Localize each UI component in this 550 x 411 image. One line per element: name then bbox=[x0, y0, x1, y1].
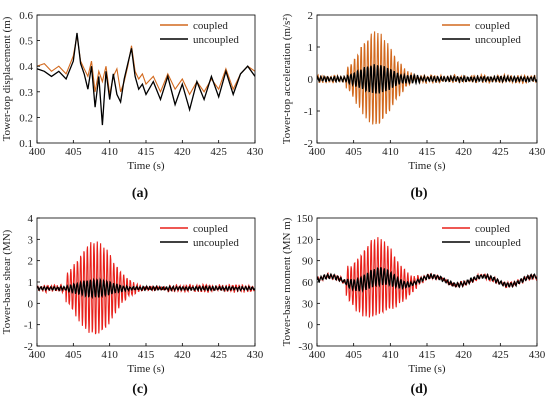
x-tick-label: 425 bbox=[492, 146, 509, 158]
series-line-uncoupled bbox=[317, 266, 537, 293]
x-tick-label: 415 bbox=[419, 146, 436, 158]
x-tick-label: 430 bbox=[247, 146, 264, 158]
x-tick-label: 410 bbox=[382, 349, 399, 361]
series-line-uncoupled bbox=[317, 64, 537, 94]
y-tick-label: 2 bbox=[308, 10, 314, 22]
y-tick-label: -2 bbox=[304, 138, 313, 150]
y-tick-label: 0 bbox=[308, 320, 314, 332]
x-tick-label: 420 bbox=[455, 349, 472, 361]
x-tick-label: 425 bbox=[492, 349, 509, 361]
y-tick-label: -30 bbox=[298, 341, 313, 353]
x-tick-label: 430 bbox=[529, 146, 546, 158]
y-axis-label: Tower-base moment (MN m) bbox=[281, 217, 293, 346]
x-tick-label: 430 bbox=[247, 349, 264, 361]
x-tick-label: 410 bbox=[101, 146, 118, 158]
y-tick-label: 0 bbox=[28, 298, 34, 310]
y-tick-label: 0 bbox=[308, 74, 314, 86]
x-axis-label: Time (s) bbox=[127, 160, 165, 172]
x-tick-label: 405 bbox=[345, 349, 362, 361]
x-tick-label: 425 bbox=[210, 146, 227, 158]
panel-label: (d) bbox=[410, 382, 427, 397]
y-tick-label: 0.3 bbox=[19, 87, 33, 99]
y-tick-label: 30 bbox=[302, 298, 314, 310]
panel-label: (a) bbox=[132, 186, 149, 201]
legend-label-uncoupled: uncoupled bbox=[475, 237, 521, 249]
legend-label-coupled: coupled bbox=[475, 20, 510, 32]
y-tick-label: 60 bbox=[302, 277, 314, 289]
y-axis-label: Tower-base shear (MN) bbox=[1, 229, 13, 334]
y-tick-label: 0.6 bbox=[19, 10, 33, 22]
x-tick-label: 400 bbox=[29, 349, 46, 361]
legend-label-coupled: coupled bbox=[193, 20, 228, 32]
legend-label-uncoupled: uncoupled bbox=[193, 34, 239, 46]
x-tick-label: 425 bbox=[210, 349, 227, 361]
y-tick-label: 1 bbox=[28, 277, 34, 289]
x-tick-label: 415 bbox=[419, 349, 436, 361]
x-tick-label: 405 bbox=[65, 349, 82, 361]
y-tick-label: 90 bbox=[302, 256, 314, 268]
y-tick-label: 150 bbox=[297, 213, 314, 225]
series-line-uncoupled bbox=[37, 32, 255, 126]
y-tick-label: 4 bbox=[28, 213, 34, 225]
x-tick-label: 420 bbox=[455, 146, 472, 158]
chart-panel-b: 400 405 410 415 420 425 430 -2 -1 0 1 2 Time (s) Towe… bbox=[281, 10, 546, 201]
y-axis-label: Tower-top displacement (m) bbox=[1, 16, 13, 141]
x-tick-label: 415 bbox=[138, 349, 155, 361]
legend-label-coupled: coupled bbox=[475, 223, 510, 235]
x-tick-label: 400 bbox=[29, 146, 46, 158]
x-tick-label: 400 bbox=[309, 146, 326, 158]
chart-panel-d: 400 405 410 415 420 425 430 -30 0 30 60 90 120 150 Tim… bbox=[281, 213, 546, 397]
y-tick-label: 0.2 bbox=[19, 112, 33, 124]
x-tick-label: 405 bbox=[345, 146, 362, 158]
x-axis-label: Time (s) bbox=[408, 160, 446, 172]
legend-label-coupled: coupled bbox=[193, 223, 228, 235]
chart-panel-c: 400 405 410 415 420 425 430 -2 -1 0 1 2 3 4 Time (s) To… bbox=[1, 213, 264, 397]
x-tick-label: 420 bbox=[174, 349, 191, 361]
y-tick-label: -1 bbox=[304, 106, 313, 118]
y-tick-label: 1 bbox=[308, 42, 314, 54]
series-line-uncoupled bbox=[37, 277, 255, 300]
y-tick-label: 0.1 bbox=[19, 138, 33, 150]
legend-label-uncoupled: uncoupled bbox=[475, 34, 521, 46]
x-tick-label: 430 bbox=[529, 349, 546, 361]
x-tick-label: 415 bbox=[138, 146, 155, 158]
y-tick-label: 0.4 bbox=[19, 61, 33, 73]
legend-label-uncoupled: uncoupled bbox=[193, 237, 239, 249]
x-tick-label: 410 bbox=[382, 146, 399, 158]
y-tick-label: -1 bbox=[24, 320, 33, 332]
panel-label: (b) bbox=[410, 186, 427, 201]
x-tick-label: 420 bbox=[174, 146, 191, 158]
y-axis-label: Tower-top acceleration (m/s²) bbox=[281, 13, 293, 144]
y-tick-label: 120 bbox=[297, 234, 314, 246]
x-axis-label: Time (s) bbox=[408, 363, 446, 375]
y-tick-label: 3 bbox=[28, 234, 34, 246]
x-axis-label: Time (s) bbox=[127, 363, 165, 375]
x-tick-label: 400 bbox=[309, 349, 326, 361]
x-tick-label: 410 bbox=[101, 349, 118, 361]
chart-panel-a: 400 405 410 415 420 425 430 0.1 0.2 0.3 0.4 0.5 0.6 T… bbox=[1, 10, 264, 201]
panel-label: (c) bbox=[132, 382, 148, 397]
y-tick-label: -2 bbox=[24, 341, 33, 353]
x-tick-label: 405 bbox=[65, 146, 82, 158]
y-tick-label: 2 bbox=[28, 256, 34, 268]
y-tick-label: 0.5 bbox=[19, 36, 33, 48]
